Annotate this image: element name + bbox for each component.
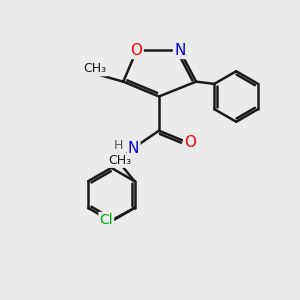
Text: N: N [174, 43, 185, 58]
Text: O: O [130, 43, 142, 58]
Text: O: O [184, 135, 196, 150]
Text: N: N [128, 141, 139, 156]
Text: CH₃: CH₃ [83, 62, 106, 75]
Text: Cl: Cl [100, 213, 113, 227]
Text: CH₃: CH₃ [108, 154, 131, 167]
Text: H: H [113, 139, 123, 152]
